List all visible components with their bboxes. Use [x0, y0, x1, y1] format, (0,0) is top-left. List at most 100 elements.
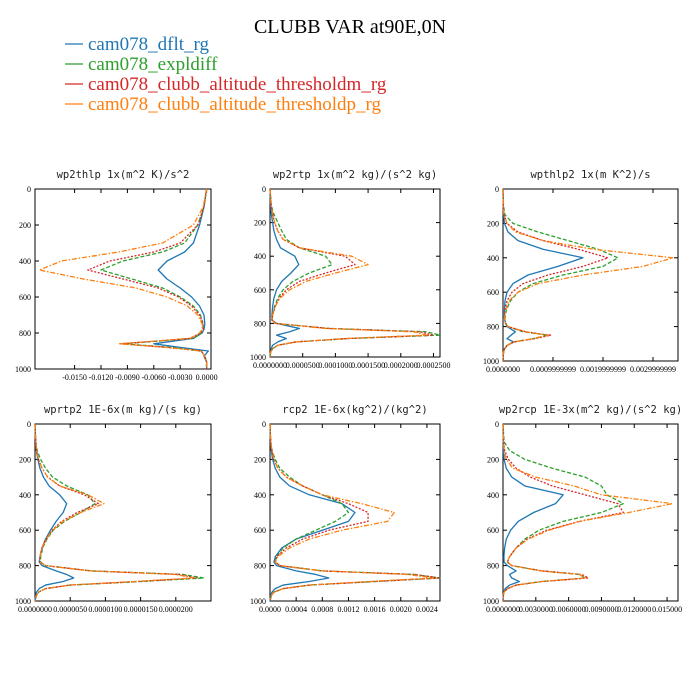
plot-frame	[269, 423, 441, 602]
plot-frame	[502, 188, 679, 362]
legend-entry: cam078_dflt_rg	[88, 34, 210, 55]
legend-entry: cam078_expldiff	[88, 54, 218, 75]
x-tick-label: 0.0000200	[159, 605, 193, 614]
y-tick-label: 600	[19, 526, 31, 535]
chart-panel-4: wprtp2 1E-6x(m kg)/(s kg) 0 200 400 600 800 10…	[15, 404, 212, 614]
series-line-4	[502, 188, 674, 362]
series-line-4	[502, 423, 674, 602]
legend-entry: cam078_clubb_altitude_thresholdm_rg	[88, 74, 387, 95]
y-tick-label: 400	[19, 257, 31, 266]
x-tick-label: 0.0000000	[486, 605, 520, 614]
x-tick-label: 0.015000	[652, 605, 682, 614]
x-tick-label: 0.0000000	[253, 361, 287, 370]
series-line-1	[269, 188, 301, 358]
y-tick-label: 800	[254, 562, 266, 571]
y-tick-label: 1000	[15, 365, 31, 374]
y-tick-label: 800	[19, 562, 31, 571]
y-tick-label: 800	[487, 562, 499, 571]
x-tick-label: 0.0000000	[486, 365, 520, 374]
x-tick-label: 0.0004	[285, 605, 307, 614]
y-tick-label: 600	[254, 286, 266, 295]
series-line-4	[38, 188, 208, 369]
y-tick-label: 600	[19, 293, 31, 302]
x-tick-label: 0.0029999999	[630, 365, 676, 374]
series-line-2	[100, 188, 208, 369]
x-tick-label: -0.0150	[62, 373, 87, 382]
chart-panel-2: wp2rtp 1x(m^2 kg)/(s^2 kg) 0 200 400 600 800 1…	[250, 169, 450, 370]
plot-frame	[34, 423, 212, 602]
legend: cam078_dflt_rgcam078_expldiffcam078_club…	[65, 34, 387, 115]
x-tick-label: 0.0000000	[18, 605, 52, 614]
x-tick-label: 0.0001000	[318, 361, 352, 370]
y-tick-label: 600	[487, 288, 499, 297]
legend-entry: cam078_clubb_altitude_thresholdp_rg	[88, 94, 382, 115]
y-tick-label: 1000	[250, 353, 266, 362]
y-tick-label: 1000	[483, 597, 499, 606]
panel-title: wpthlp2 1x(m K^2)/s	[530, 169, 650, 181]
x-tick-label: 0.0120000	[617, 605, 651, 614]
series-line-4	[269, 423, 435, 602]
y-tick-label: 200	[19, 221, 31, 230]
x-tick-label: 0.0020	[390, 605, 412, 614]
x-tick-label: -0.0120	[89, 373, 114, 382]
x-tick-label: -0.0060	[141, 373, 166, 382]
series-line-1	[34, 423, 75, 602]
series-line-3	[502, 423, 624, 602]
y-tick-label: 1000	[483, 357, 499, 366]
x-tick-label: 0.0009999999	[530, 365, 576, 374]
series-line-1	[502, 188, 584, 362]
y-tick-label: 0	[495, 185, 499, 194]
x-tick-label: -0.0030	[168, 373, 193, 382]
y-tick-label: 400	[19, 491, 31, 500]
chart-panel-3: wpthlp2 1x(m K^2)/s020040060080010000.00…	[483, 169, 679, 374]
chart-panel-5: rcp2 1E-6x(kg^2)/(kg^2) 0 200 400 600 800 1000…	[250, 404, 441, 614]
x-tick-label: 0.0002000	[384, 361, 418, 370]
plot-frame	[502, 423, 679, 602]
x-tick-label: 0.0012	[337, 605, 359, 614]
x-tick-label: 0.0019999999	[580, 365, 626, 374]
x-tick-label: 0.0000	[259, 605, 281, 614]
x-tick-label: 0.0001500	[351, 361, 385, 370]
panels: wp2thlp 1x(m^2 K)/s^2 0 200 400 600 800 1000 -0…	[15, 169, 682, 614]
series-line-1	[153, 188, 210, 369]
y-tick-label: 200	[487, 219, 499, 228]
series-line-2	[502, 188, 619, 362]
y-tick-label: 0	[27, 185, 31, 194]
series-line-3	[269, 188, 435, 358]
x-tick-label: 0.0000	[196, 373, 218, 382]
y-tick-label: 0	[262, 185, 266, 194]
y-tick-label: 800	[487, 323, 499, 332]
panel-title: wp2rcp 1E-3x(m^2 kg)/(s^2 kg)	[499, 404, 682, 416]
y-tick-label: 800	[254, 319, 266, 328]
y-tick-label: 0	[27, 420, 31, 429]
x-tick-label: 0.0000100	[88, 605, 122, 614]
y-tick-label: 600	[254, 526, 266, 535]
x-tick-label: 0.0000050	[53, 605, 87, 614]
y-tick-label: 200	[254, 455, 266, 464]
x-tick-label: 0.0000150	[124, 605, 158, 614]
panel-title: rcp2 1E-6x(kg^2)/(kg^2)	[282, 404, 427, 416]
series-line-2	[502, 423, 624, 602]
y-tick-label: 600	[487, 526, 499, 535]
y-tick-label: 200	[254, 219, 266, 228]
x-tick-label: 0.0008	[311, 605, 333, 614]
y-tick-label: 0	[262, 420, 266, 429]
y-tick-label: 200	[19, 455, 31, 464]
y-tick-label: 400	[487, 491, 499, 500]
series-line-1	[269, 423, 356, 602]
y-tick-label: 200	[487, 455, 499, 464]
y-tick-label: 1000	[15, 597, 31, 606]
y-tick-label: 800	[19, 329, 31, 338]
plot-frame	[269, 188, 441, 358]
figure-title: CLUBB VAR at90E,0N	[254, 16, 446, 38]
x-tick-label: 0.0030000	[519, 605, 553, 614]
y-tick-label: 400	[254, 252, 266, 261]
chart-panel-6: wp2rcp 1E-3x(m^2 kg)/(s^2 kg)0 200 400 600 8…	[483, 404, 682, 614]
series-line-3	[502, 188, 609, 362]
y-tick-label: 400	[254, 491, 266, 500]
x-tick-label: 0.0024	[416, 605, 438, 614]
y-tick-label: 1000	[250, 597, 266, 606]
x-tick-label: -0.0090	[115, 373, 140, 382]
x-tick-label: 0.0090000	[584, 605, 618, 614]
